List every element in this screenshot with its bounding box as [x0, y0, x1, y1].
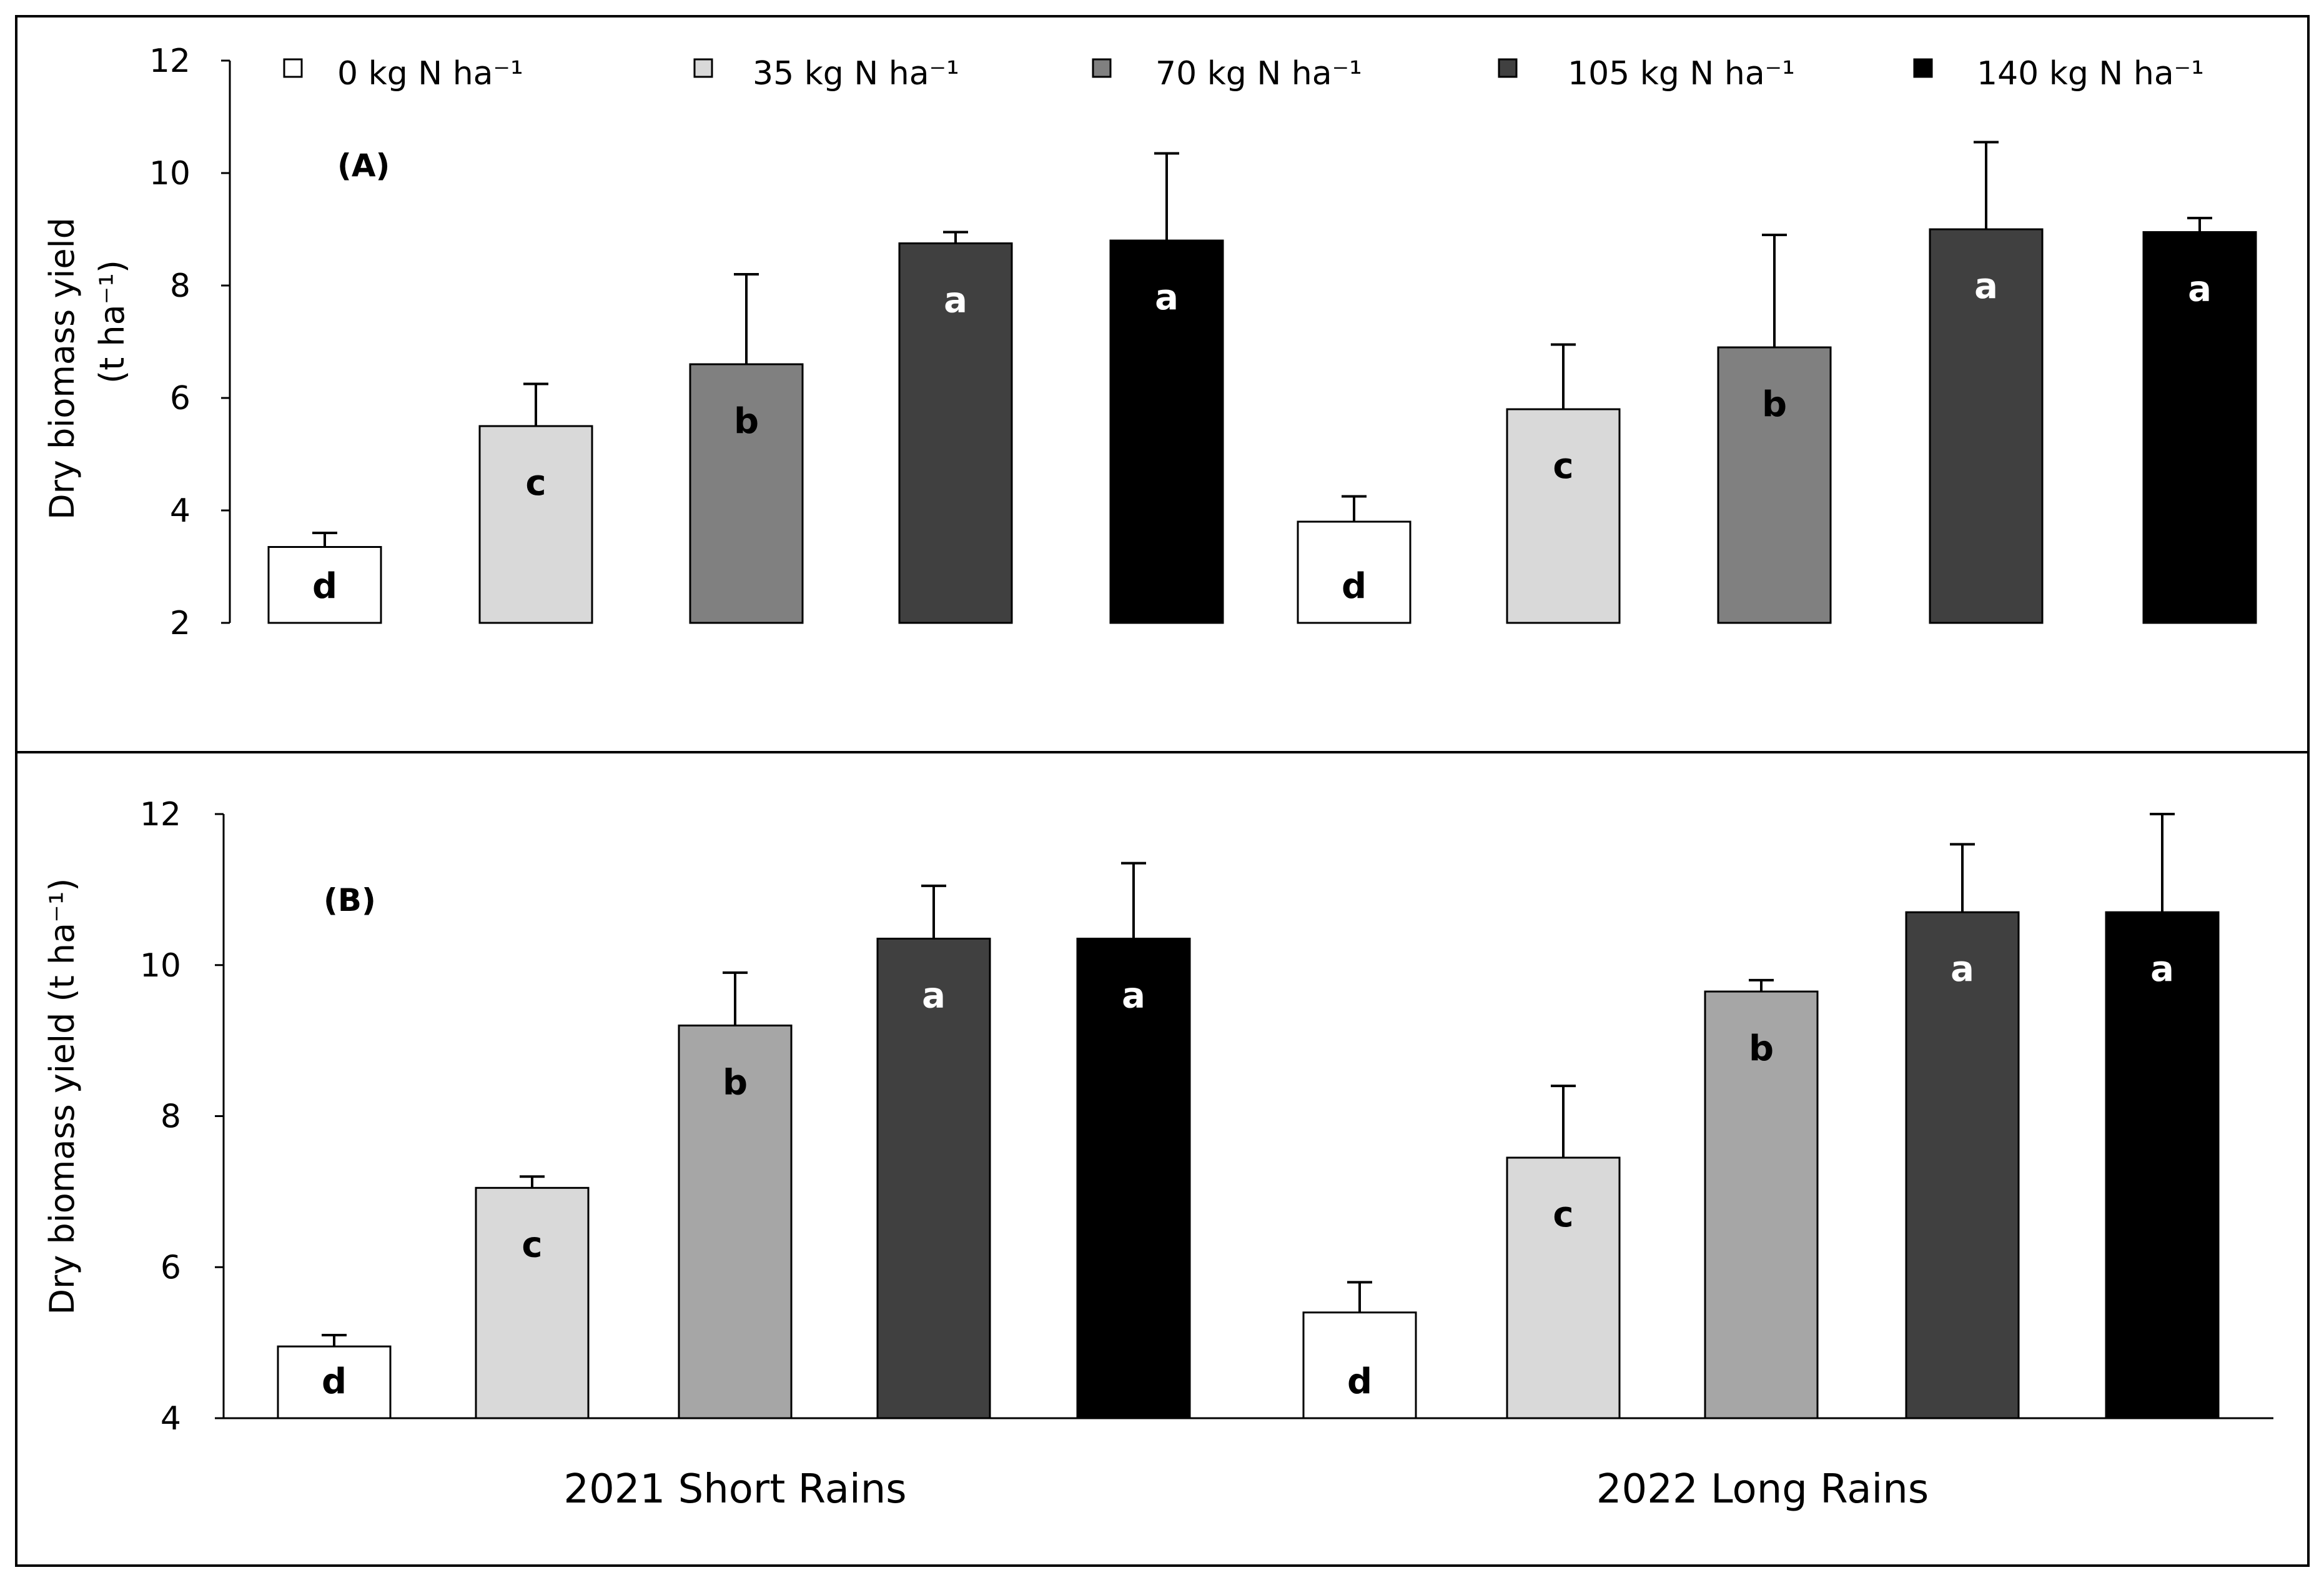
panel-a-bar-letter: a: [1155, 277, 1179, 318]
panel-a-bar: [689, 363, 804, 624]
panel-b-y-tick-label: 12: [140, 796, 181, 833]
panel-a-y-tick-label: 10: [149, 155, 190, 192]
legend-swatch-3: [1498, 58, 1518, 78]
panel-b-bar: [1076, 937, 1191, 1419]
panel-b-bar: [1905, 911, 2020, 1419]
panel-b-bar-letter: b: [723, 1062, 748, 1103]
panel-b-bar-letter: a: [1122, 975, 1145, 1016]
panel-b-bar: [2105, 911, 2220, 1419]
panel-a-y-tick-label: 4: [170, 492, 190, 530]
legend-swatch-1: [693, 58, 713, 78]
panel-b-bar-letter: a: [1951, 949, 1974, 990]
panel-b-y-tick-label: 4: [161, 1400, 181, 1438]
panel-b-y-tick-label: 6: [161, 1249, 181, 1286]
legend-label-2: 70 kg N ha⁻¹: [1155, 55, 1362, 92]
panel-a-bar: [1929, 228, 2044, 624]
panel-a-bar-letter: d: [1342, 566, 1367, 607]
panel-a-ylabel-line1: Dry biomass yield: [42, 217, 82, 520]
panel-a-ylabel-line2: (t ha⁻¹): [92, 260, 132, 384]
panel-a-y-tick-label: 2: [170, 605, 190, 642]
panel-a-bar: [898, 242, 1013, 624]
panel-b-bar-letter: c: [522, 1225, 542, 1265]
panel-a-bar-letter: b: [1762, 384, 1787, 425]
panel-a-bar-letter: a: [1974, 266, 1998, 307]
legend-label-1: 35 kg N ha⁻¹: [753, 55, 959, 92]
legend-label-4: 140 kg N ha⁻¹: [1977, 55, 2204, 92]
panel-b-label: (B): [324, 882, 376, 918]
panel-a-label: (A): [337, 147, 390, 184]
panel-a-bar-letter: a: [944, 281, 967, 321]
panel-b-bar: [1506, 1156, 1621, 1419]
panel-b-bar: [678, 1024, 793, 1419]
panel-b-plot: 4 6 8 10 12 d d c c b b a a a a: [140, 796, 2273, 1438]
panel-a-bar-letter: c: [525, 463, 546, 504]
panel-b-ylabel: Dry biomass yield (t ha⁻¹): [42, 878, 82, 1315]
panel-b-bar-letter: a: [2150, 949, 2174, 990]
panel-a-bar-letter: d: [312, 566, 337, 607]
panel-b-y-tick-label: 10: [140, 947, 181, 985]
panel-b-bar-letter: c: [1553, 1195, 1573, 1235]
panel-a-bar: [478, 425, 593, 624]
panel-a-y-tick-label: 12: [149, 42, 190, 80]
legend-swatch-2: [1092, 58, 1112, 78]
panel-b-bar-letter: a: [922, 975, 946, 1016]
panel-b-bar: [876, 937, 991, 1419]
panel-b-bar: [1704, 990, 1819, 1419]
panel-a-bar-letter: c: [1553, 446, 1573, 487]
group-label-0: 2021 Short Rains: [563, 1466, 906, 1513]
panel-b-bar: [277, 1345, 392, 1419]
panel-b-bar-letter: d: [322, 1361, 347, 1402]
panel-b-frame: [15, 751, 2310, 1567]
panel-b-bar-letter: d: [1347, 1361, 1372, 1402]
legend-swatch-4: [1913, 58, 1933, 78]
panel-b-bar-letter: b: [1749, 1028, 1774, 1069]
legend-swatch-0: [283, 58, 303, 78]
panel-b-bar: [475, 1186, 590, 1419]
panel-b-y-tick-label: 8: [161, 1098, 181, 1136]
panel-a-bar: [1297, 520, 1412, 624]
group-label-1: 2022 Long Rains: [1596, 1466, 1929, 1513]
panel-a-bar: [2142, 231, 2257, 624]
panel-a-plot: 2 4 6 8 10 12 d d c c b b a a a a: [149, 42, 2257, 642]
panel-b-bar: [1302, 1311, 1417, 1419]
legend: 0 kg N ha⁻¹ 35 kg N ha⁻¹ 70 kg N ha⁻¹ 10…: [283, 55, 2204, 92]
panel-a-bar: [1109, 239, 1224, 624]
panel-a-bar: [1506, 408, 1621, 624]
legend-label-3: 105 kg N ha⁻¹: [1568, 55, 1795, 92]
panel-a-y-tick-label: 6: [170, 380, 190, 417]
panel-a-bar-letter: a: [2188, 269, 2212, 310]
panel-a-bar-letter: b: [734, 401, 759, 442]
panel-a-y-tick-label: 8: [170, 267, 190, 305]
legend-label-0: 0 kg N ha⁻¹: [337, 55, 523, 92]
